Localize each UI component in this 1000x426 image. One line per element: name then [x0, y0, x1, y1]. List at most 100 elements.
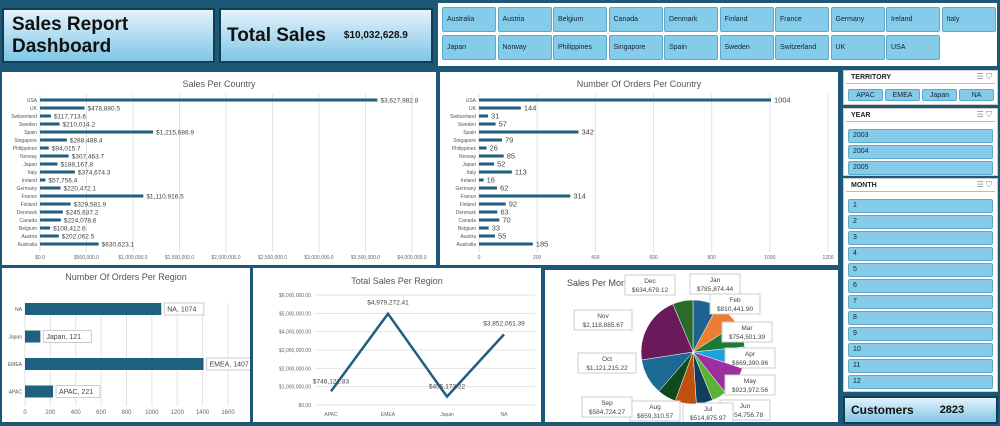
month-label: May	[744, 378, 757, 385]
pie-slice-dec	[672, 299, 694, 353]
country-filter-singapore[interactable]: Singapore	[608, 35, 663, 60]
country-filter-usa[interactable]: USA	[886, 35, 940, 60]
country-filter-sweden[interactable]: Sweden	[719, 35, 774, 60]
month-filter-9[interactable]: 9	[848, 327, 993, 341]
bar-austria	[40, 234, 59, 238]
country-filter-spain[interactable]: Spain	[664, 35, 718, 60]
multi-select-icon[interactable]: ☰	[976, 180, 984, 189]
year-filter-2005[interactable]: 2005	[848, 161, 993, 175]
month-label: Aug	[649, 404, 661, 411]
month-label: Jan	[710, 277, 721, 284]
year-filter-2004[interactable]: 2004	[848, 145, 993, 159]
bar-singapore	[479, 138, 502, 142]
month-filter-3[interactable]: 3	[848, 231, 993, 245]
data-label: $210,014.2	[63, 122, 96, 129]
month-filter-12[interactable]: 12	[848, 375, 993, 389]
month-filter-6[interactable]: 6	[848, 279, 993, 293]
bar-france	[40, 194, 144, 198]
x-tick-label: 1200	[822, 255, 833, 261]
country-filter-italy[interactable]: Italy	[941, 7, 996, 32]
month-filter-1[interactable]: 1	[848, 199, 993, 213]
x-tick-label: 0	[23, 410, 27, 416]
data-label-box	[721, 321, 773, 343]
clear-filter-icon[interactable]: ⛉	[986, 180, 992, 189]
data-label-box	[577, 352, 637, 374]
x-tick-label: $2,000,000.0	[211, 255, 240, 261]
country-filter-canada[interactable]: Canada	[608, 7, 663, 32]
month-filter-2[interactable]: 2	[848, 215, 993, 229]
data-label: $514,875.97	[690, 415, 727, 422]
bar-emea	[25, 358, 204, 370]
x-tick-label: $2,500,000.0	[258, 255, 287, 261]
month-label: Dec	[644, 278, 656, 285]
month-label: Feb	[729, 297, 741, 304]
data-label: $584,724.27	[589, 409, 626, 416]
country-filter-denmark[interactable]: Denmark	[664, 7, 718, 32]
multi-select-icon[interactable]: ☰	[976, 110, 984, 119]
data-label: $1,121,215.22	[586, 365, 628, 372]
country-filter-finland[interactable]: Finland	[719, 7, 774, 32]
category-label: Denmark	[17, 210, 38, 216]
data-label: 55	[498, 232, 506, 241]
country-filter-norway[interactable]: Norway	[497, 35, 552, 60]
country-filter-philippines[interactable]: Philippines	[553, 35, 607, 60]
month-slicer: MONTH ☰ ⛉ 1 2 3 4 5 6 7 8 9 10 11 12	[843, 178, 998, 392]
data-label-box	[624, 274, 676, 296]
category-label: Sweden	[458, 122, 476, 128]
data-label-box	[42, 330, 92, 343]
category-label: France	[460, 194, 476, 200]
data-label: $329,581.9	[74, 202, 107, 209]
data-label: Japan, 121	[46, 334, 81, 341]
sales-per-region-chart: Total Sales Per Region $0.00 $1,000,000.0…	[253, 268, 541, 422]
country-filter-japan[interactable]: Japan	[442, 35, 496, 60]
category-label: Belgium	[19, 226, 37, 232]
country-filter-france[interactable]: France	[775, 7, 829, 32]
data-label: $307,463.7	[72, 154, 105, 161]
slicer-header: MONTH ☰ ⛉	[846, 179, 995, 192]
territory-slicer: TERRITORY ☰ ⛉ APAC EMEA Japan NA	[843, 70, 998, 105]
country-filter-australia[interactable]: Australia	[442, 7, 496, 32]
customers-label: Customers	[851, 403, 914, 417]
territory-filter-emea[interactable]: EMEA	[885, 89, 920, 101]
data-label: $478,880.5	[88, 106, 121, 113]
territory-filter-japan[interactable]: Japan	[922, 89, 957, 101]
month-filter-5[interactable]: 5	[848, 263, 993, 277]
territory-filter-na[interactable]: NA	[959, 89, 994, 101]
x-tick-label: EMEA	[381, 412, 396, 418]
month-filter-10[interactable]: 10	[848, 343, 993, 357]
bar-italy	[479, 170, 512, 174]
month-label: Apr	[745, 351, 756, 358]
bar-apac	[25, 385, 54, 398]
multi-select-icon[interactable]: ☰	[976, 72, 984, 81]
chart-title: Number Of Orders Per Region	[65, 272, 187, 282]
country-filter-belgium[interactable]: Belgium	[553, 7, 607, 32]
x-tick-label: $3,500,000.0	[351, 255, 380, 261]
country-filter-ireland[interactable]: Ireland	[886, 7, 940, 32]
x-tick-label: 1000	[145, 410, 159, 416]
country-filter-uk[interactable]: UK	[830, 35, 885, 60]
month-filter-4[interactable]: 4	[848, 247, 993, 261]
category-label: Japan	[8, 335, 22, 341]
month-filter-7[interactable]: 7	[848, 295, 993, 309]
clear-filter-icon[interactable]: ⛉	[986, 110, 992, 119]
month-filter-8[interactable]: 8	[848, 311, 993, 325]
month-filter-11[interactable]: 11	[848, 359, 993, 373]
data-label: $454,756.78	[727, 412, 764, 419]
category-label: Belgium	[458, 226, 476, 232]
year-filter-2003[interactable]: 2003	[848, 129, 993, 143]
data-label: $288,488.4	[70, 138, 103, 145]
data-label: $3,627,982.8	[380, 98, 418, 105]
data-label: 79	[505, 136, 513, 145]
x-tick-label: 200	[533, 255, 542, 261]
category-label: NA	[15, 307, 23, 313]
territory-filter-apac[interactable]: APAC	[848, 89, 883, 101]
country-filter-switzerland[interactable]: Switzerland	[775, 35, 829, 60]
category-label: France	[21, 194, 37, 200]
country-filter-germany[interactable]: Germany	[830, 7, 885, 32]
data-label: $245,637.2	[66, 210, 99, 217]
bar-belgium	[479, 226, 489, 230]
customers-value: 2823	[939, 404, 965, 416]
country-filter-austria[interactable]: Austria	[497, 7, 552, 32]
sales-line	[329, 311, 505, 399]
clear-filter-icon[interactable]: ⛉	[986, 72, 992, 81]
